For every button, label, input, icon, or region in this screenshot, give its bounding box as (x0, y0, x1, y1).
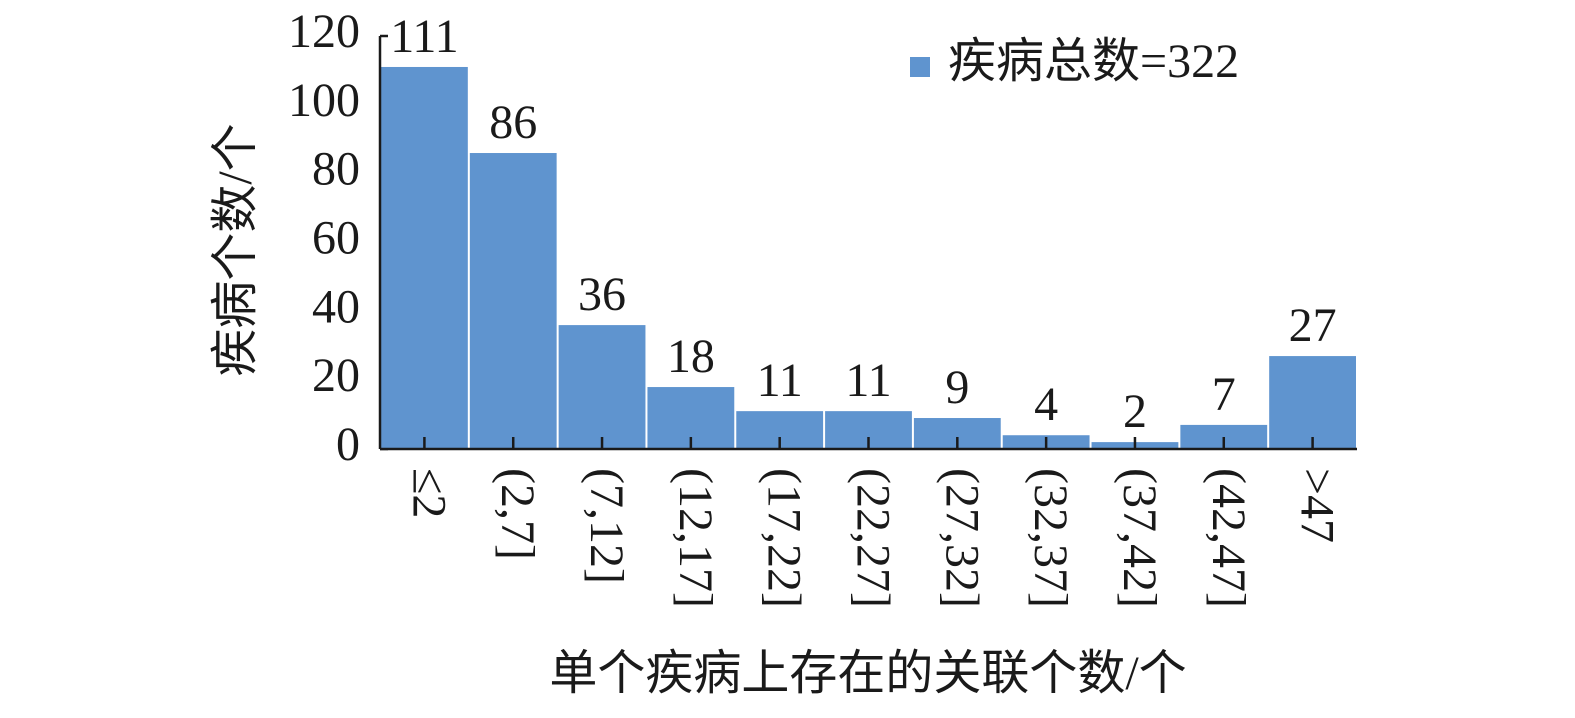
x-tick-label: (2,7] (491, 468, 544, 560)
x-tick-label: (42,47] (1202, 468, 1255, 608)
y-tick-label: 120 (288, 5, 360, 58)
data-label: 36 (578, 268, 626, 321)
bar (558, 325, 646, 449)
bar (469, 153, 557, 449)
y-tick-label: 40 (312, 280, 360, 333)
bar (1269, 356, 1356, 449)
x-tick-label: (17,22] (758, 468, 811, 608)
x-tick-label: (27,32] (935, 468, 988, 608)
data-label: 111 (390, 10, 458, 63)
data-label: 86 (489, 96, 537, 149)
y-tick-label: 100 (288, 74, 360, 127)
data-label: 7 (1212, 368, 1236, 421)
y-tick-label: 20 (312, 349, 360, 402)
data-label: 11 (757, 354, 803, 407)
bar (381, 66, 468, 449)
x-tick-label: (7,12] (580, 468, 633, 584)
data-label: 4 (1034, 378, 1058, 431)
data-label: 9 (945, 361, 969, 414)
x-tick-label: >47 (1291, 468, 1344, 543)
legend-swatch (910, 57, 930, 77)
data-label: 18 (667, 330, 715, 383)
x-tick-label: (22,27] (846, 468, 899, 608)
data-label: 11 (845, 354, 891, 407)
data-label: 2 (1123, 385, 1147, 438)
x-tick-label: (12,17] (669, 468, 722, 608)
legend-label: 疾病总数=322 (948, 35, 1239, 88)
x-axis-label: 单个疾病上存在的关联个数/个 (549, 647, 1186, 700)
y-tick-label: 60 (312, 212, 360, 265)
x-tick-label: (37,42] (1113, 468, 1166, 608)
y-tick-label: 80 (312, 143, 360, 196)
y-tick-label: 0 (336, 418, 360, 471)
x-tick-label: (32,37] (1024, 468, 1077, 608)
y-axis-label: 疾病个数/个 (209, 123, 262, 376)
x-tick-label: ≤2 (402, 468, 455, 518)
data-label: 27 (1289, 299, 1337, 352)
